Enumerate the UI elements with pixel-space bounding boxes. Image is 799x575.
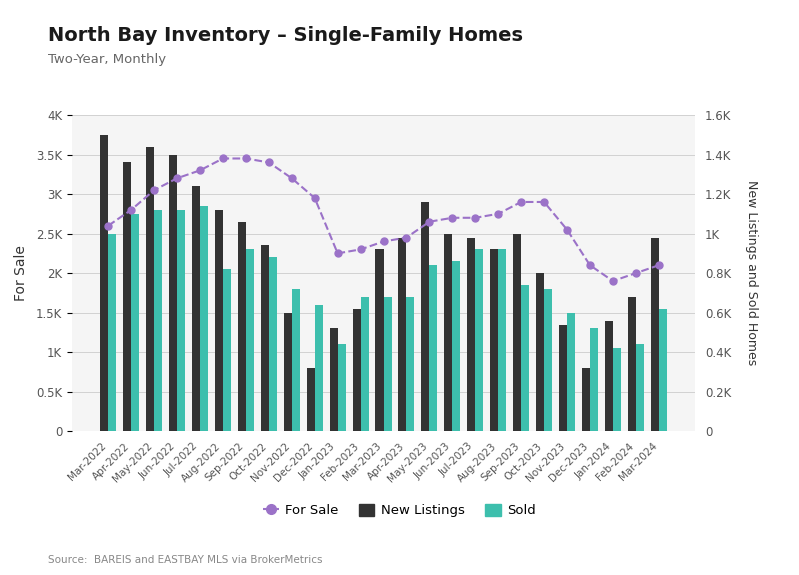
For Sale xyxy=(494,210,503,217)
Bar xyxy=(260,246,268,431)
For Sale xyxy=(264,159,273,166)
For Sale xyxy=(379,238,388,245)
Bar xyxy=(246,250,254,431)
Bar xyxy=(475,250,483,431)
Bar xyxy=(444,233,452,431)
For Sale xyxy=(471,214,480,221)
For Sale xyxy=(195,167,205,174)
For Sale xyxy=(516,198,526,205)
Text: Two-Year, Monthly: Two-Year, Monthly xyxy=(48,53,166,66)
Y-axis label: New Listings and Sold Homes: New Listings and Sold Homes xyxy=(745,181,758,366)
For Sale xyxy=(539,198,549,205)
Bar xyxy=(200,206,208,431)
For Sale xyxy=(149,187,159,194)
Bar xyxy=(109,233,117,431)
For Sale xyxy=(287,175,296,182)
Line: For Sale: For Sale xyxy=(105,155,662,285)
For Sale xyxy=(424,218,434,225)
Bar xyxy=(338,344,346,431)
Text: North Bay Inventory – Single-Family Homes: North Bay Inventory – Single-Family Home… xyxy=(48,26,523,45)
Bar xyxy=(536,273,544,431)
Bar xyxy=(307,368,315,431)
Bar xyxy=(284,313,292,431)
Bar xyxy=(330,328,338,431)
Bar xyxy=(605,321,613,431)
Bar xyxy=(384,297,392,431)
Bar xyxy=(521,285,529,431)
Bar xyxy=(399,237,407,431)
Bar xyxy=(215,210,223,431)
Legend: For Sale, New Listings, Sold: For Sale, New Listings, Sold xyxy=(258,499,541,523)
Bar xyxy=(407,297,415,431)
Bar xyxy=(429,265,437,431)
Bar xyxy=(268,258,277,431)
Bar xyxy=(192,186,200,431)
Bar xyxy=(650,237,658,431)
Bar xyxy=(360,297,368,431)
Bar xyxy=(467,237,475,431)
Bar xyxy=(223,269,231,431)
For Sale xyxy=(356,246,365,253)
For Sale xyxy=(126,206,136,213)
For Sale xyxy=(585,262,594,269)
Bar xyxy=(421,202,429,431)
Bar xyxy=(658,309,667,431)
For Sale xyxy=(402,234,411,241)
Bar xyxy=(169,155,177,431)
Y-axis label: For Sale: For Sale xyxy=(14,245,28,301)
For Sale xyxy=(333,250,343,257)
For Sale xyxy=(218,155,228,162)
Text: Source:  BAREIS and EASTBAY MLS via BrokerMetrics: Source: BAREIS and EASTBAY MLS via Broke… xyxy=(48,555,323,565)
Bar xyxy=(292,289,300,431)
Bar xyxy=(123,162,131,431)
Bar xyxy=(177,210,185,431)
Bar xyxy=(628,297,636,431)
Bar xyxy=(590,328,598,431)
Bar xyxy=(146,147,154,431)
Bar xyxy=(636,344,644,431)
For Sale xyxy=(173,175,182,182)
For Sale xyxy=(608,278,618,285)
Bar xyxy=(499,250,507,431)
Bar xyxy=(452,261,460,431)
Bar xyxy=(613,348,621,431)
Bar xyxy=(352,309,360,431)
Bar xyxy=(154,210,162,431)
Bar xyxy=(544,289,552,431)
For Sale xyxy=(310,194,320,201)
For Sale xyxy=(654,262,663,269)
Bar xyxy=(315,305,323,431)
Bar xyxy=(238,222,246,431)
Bar xyxy=(131,214,139,431)
Bar xyxy=(490,250,499,431)
For Sale xyxy=(447,214,457,221)
For Sale xyxy=(631,270,641,277)
For Sale xyxy=(241,155,251,162)
Bar xyxy=(100,135,109,431)
For Sale xyxy=(104,222,113,229)
Bar xyxy=(567,313,575,431)
Bar xyxy=(376,250,384,431)
Bar xyxy=(559,324,567,431)
For Sale xyxy=(562,226,572,233)
Bar xyxy=(513,233,521,431)
Bar xyxy=(582,368,590,431)
